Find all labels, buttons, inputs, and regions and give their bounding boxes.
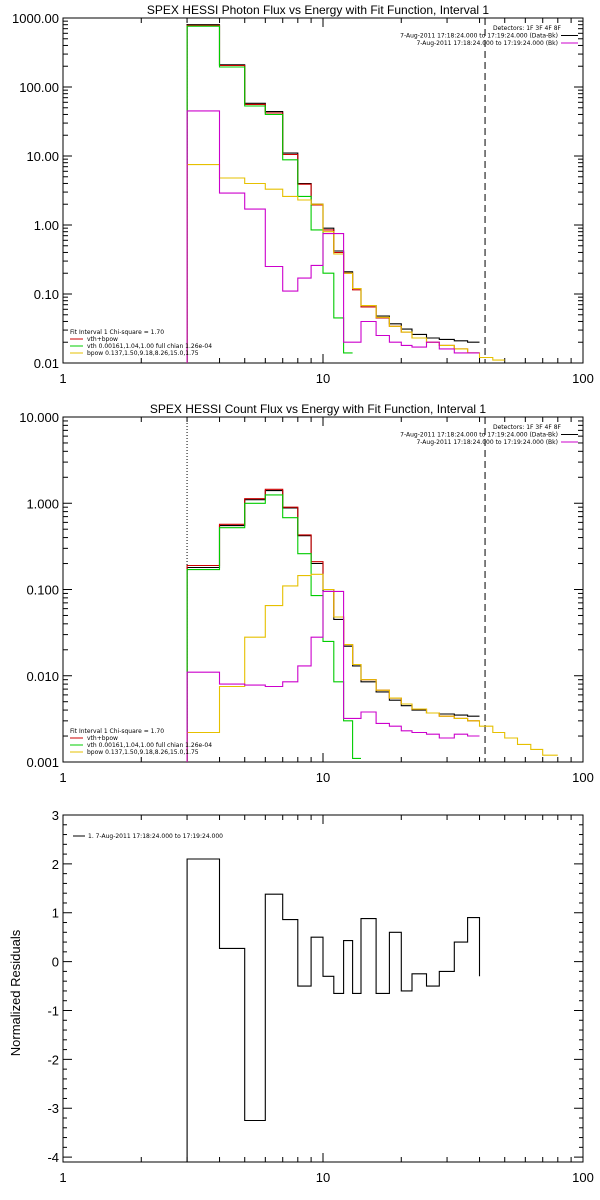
series-group — [186, 858, 481, 1162]
series-data-bk — [186, 490, 480, 762]
series-group — [186, 24, 505, 363]
legend-entry-text: vth 0.00161,1.04,1.00 full chian 1.26e-0… — [87, 343, 212, 350]
y-tick-label: 1.000 — [26, 496, 59, 511]
y-tick-label: 10.00 — [26, 149, 59, 164]
y-tick-label: 2 — [52, 857, 59, 872]
legend-entry-text: 7-Aug-2011 17:18:24.000 to 17:19:24.000 … — [400, 432, 558, 439]
legend-entry-text: vth 0.00161,1.04,1.00 full chian 1.26e-0… — [87, 742, 212, 749]
y-tick-label: 0.010 — [26, 669, 59, 684]
y-tick-label: 10.000 — [19, 410, 59, 425]
x-tick-label: 10 — [316, 770, 330, 785]
legend-entry-text: Detectors: 1F 3F 4F 8F — [493, 25, 562, 32]
legend-entry-text: Fit Interval 1 Chi-square = 1.70 — [70, 728, 164, 735]
x-tick-label: 1 — [59, 770, 66, 785]
x-tick-label: 1 — [59, 1170, 66, 1185]
y-tick-label: 100.00 — [19, 80, 59, 95]
legend-entry-text: bpow 0.137,1.50,9.18,8.26,15.0,1.75 — [87, 749, 199, 756]
series-vth-bpow — [186, 488, 480, 762]
legend-entry-text: 7-Aug-2011 17:18:24.000 to 17:19:24.000 … — [400, 33, 558, 40]
x-tick-label: 100 — [572, 770, 594, 785]
series-bpow — [186, 164, 505, 363]
y-tick-label: -1 — [47, 1003, 59, 1018]
y-tick-label: -2 — [47, 1052, 59, 1067]
y-tick-label: 0.10 — [34, 287, 59, 302]
legend-entry-text: 1. 7-Aug-2011 17:18:24.000 to 17:19:24.0… — [88, 833, 223, 840]
legend-entry-text: vth+bpow — [87, 735, 118, 742]
legend-entry-text: 7-Aug-2011 17:18:24.000 to 17:19:24.000 … — [416, 40, 558, 47]
y-tick-label: 0.100 — [26, 583, 59, 598]
series-vth — [186, 494, 361, 762]
y-tick-label: 1 — [52, 906, 59, 921]
residuals-ylabel: Normalized Residuals — [8, 929, 23, 1056]
y-tick-label: 3 — [52, 808, 59, 823]
x-tick-label: 100 — [572, 1170, 594, 1185]
y-tick-label: 1000.00 — [12, 11, 59, 26]
series-bk — [186, 110, 480, 363]
photon-flux-panel: SPEX HESSI Photon Flux vs Energy with Fi… — [12, 3, 594, 386]
x-tick-label: 10 — [316, 371, 330, 386]
plot-frame — [62, 17, 584, 364]
y-tick-label: 0.001 — [26, 755, 59, 770]
y-tick-label: 0.01 — [34, 356, 59, 371]
legend-entry-text: Fit Interval 1 Chi-square = 1.70 — [70, 329, 164, 336]
y-tick-label: -3 — [47, 1101, 59, 1116]
legend-entry-text: vth+bpow — [87, 336, 118, 343]
legend-entry-text: bpow 0.137,1.50,9.18,8.26,15.0,1.75 — [87, 350, 199, 357]
count-flux-title: SPEX HESSI Count Flux vs Energy with Fit… — [150, 402, 486, 416]
legend-entry-text: 7-Aug-2011 17:18:24.000 to 17:19:24.000 … — [416, 439, 558, 446]
plot-frame — [62, 814, 584, 1163]
legend-entry-text: Detectors: 1F 3F 4F 8F — [493, 424, 562, 431]
y-tick-label: -4 — [47, 1150, 59, 1165]
series-bk — [186, 590, 480, 762]
series-1 — [186, 858, 481, 1162]
series-bpow — [186, 573, 558, 762]
x-tick-label: 10 — [316, 1170, 330, 1185]
count-flux-panel: SPEX HESSI Count Flux vs Energy with Fit… — [19, 402, 594, 785]
x-tick-label: 100 — [572, 371, 594, 386]
y-tick-label: 1.00 — [34, 218, 59, 233]
series-group — [186, 488, 558, 762]
residuals-panel: Normalized Residuals 1 10 1003210-1-2-3-41… — [8, 808, 594, 1185]
photon-flux-title: SPEX HESSI Photon Flux vs Energy with Fi… — [147, 3, 489, 17]
y-tick-label: 0 — [52, 955, 59, 970]
x-tick-label: 1 — [59, 371, 66, 386]
series-vth — [186, 25, 353, 363]
